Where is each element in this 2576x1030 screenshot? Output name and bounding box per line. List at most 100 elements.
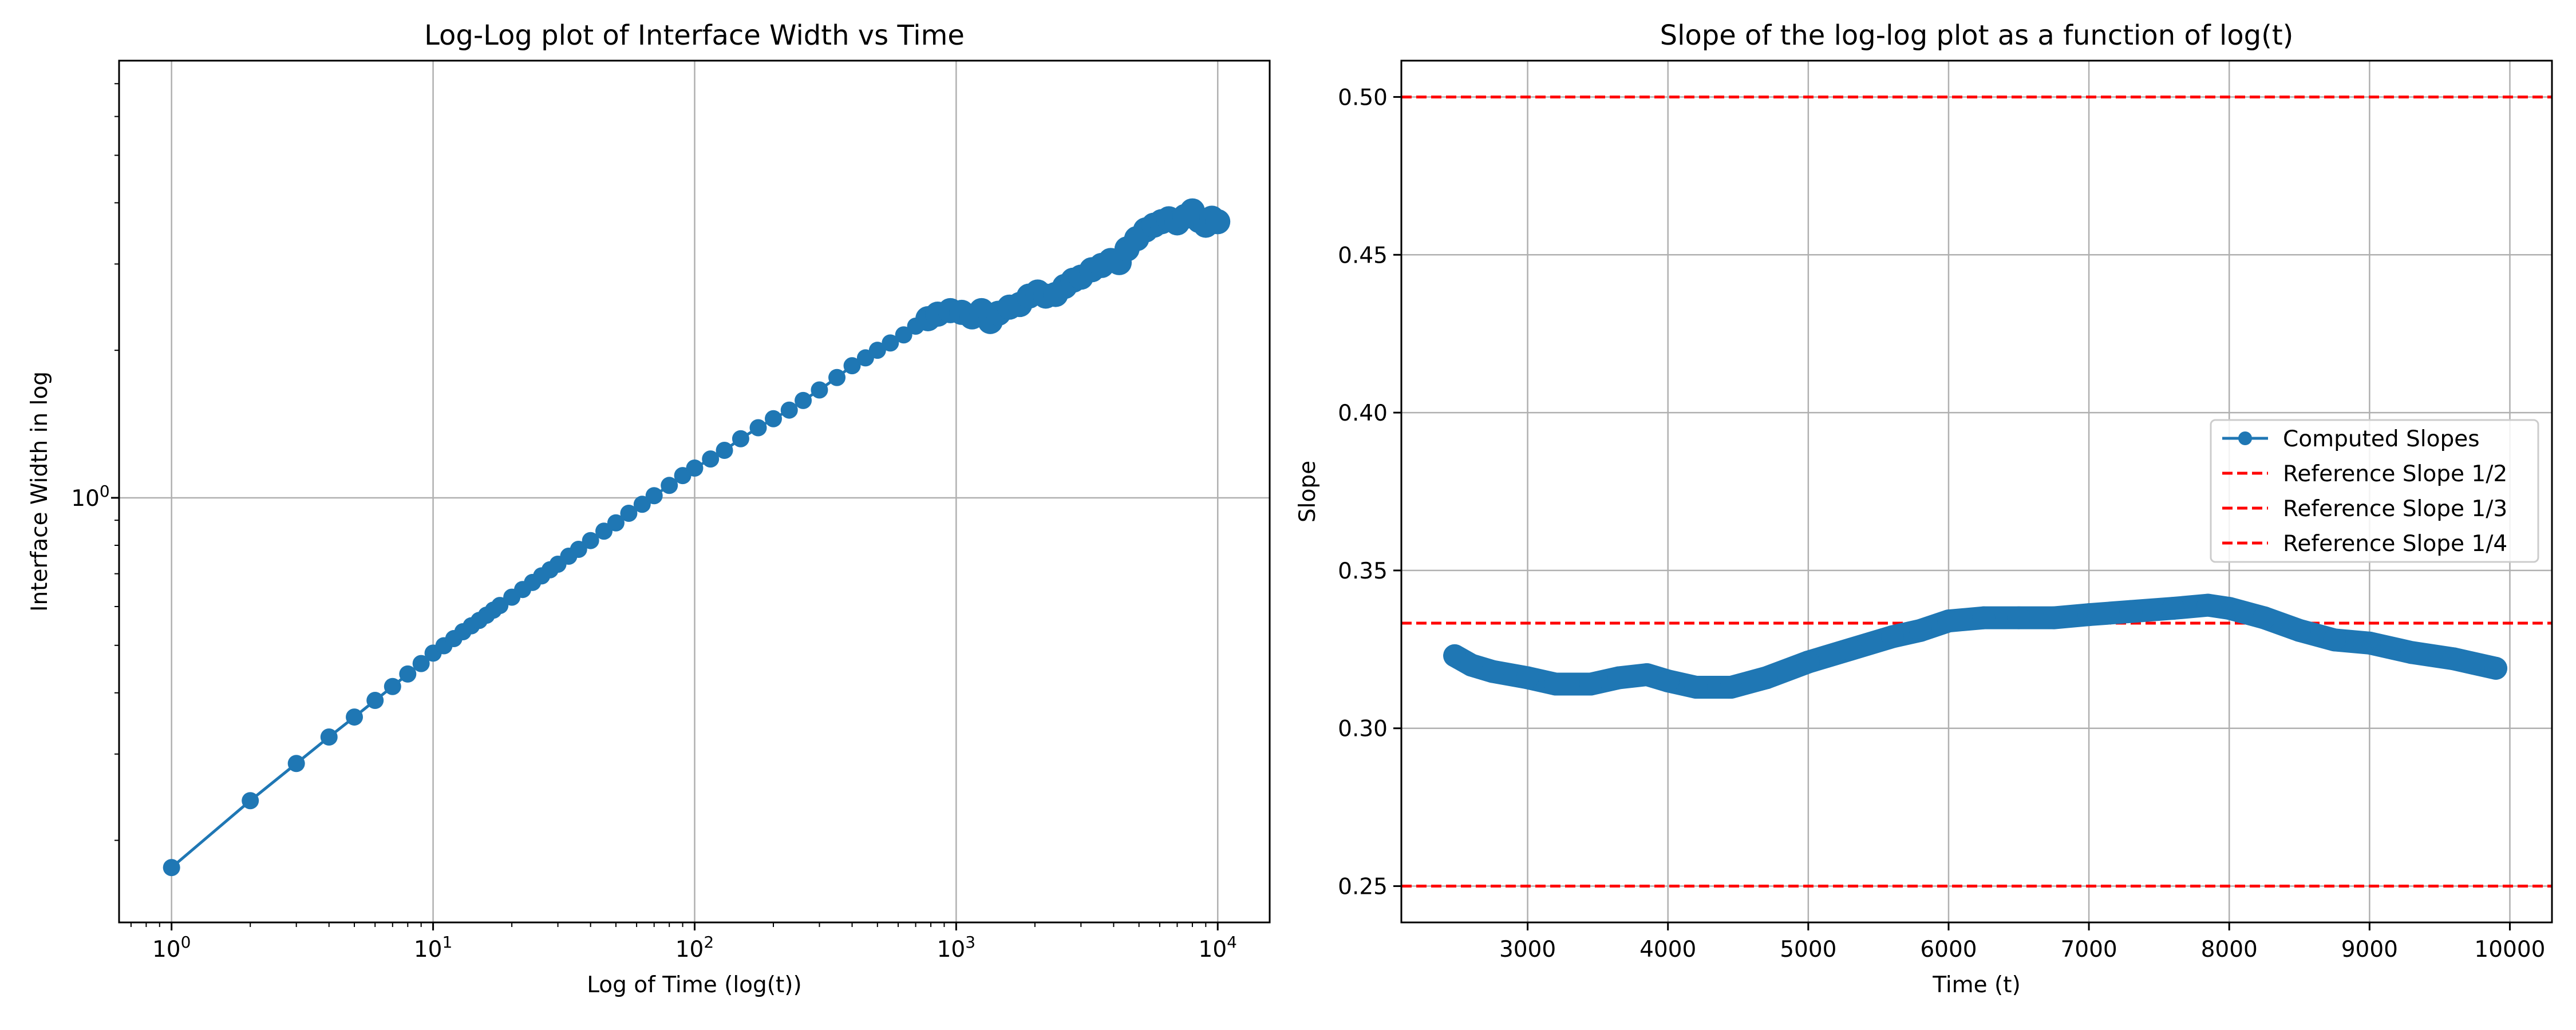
- slope-y-tick-label: 0.25: [1338, 874, 1388, 900]
- slope-data-point: [1796, 650, 1820, 674]
- loglog-data-point: [320, 728, 338, 746]
- loglog-data-point: [607, 514, 625, 532]
- loglog-data-point: [384, 678, 401, 695]
- loglog-series: [163, 198, 1231, 877]
- loglog-data-point: [764, 410, 782, 427]
- loglog-data-point: [399, 665, 417, 683]
- slope-data-point: [1880, 625, 1904, 648]
- loglog-ylabel: Interface Width in log: [27, 371, 53, 612]
- loglog-data-point: [702, 450, 720, 468]
- slope-data-point: [2218, 597, 2241, 620]
- slope-data-point: [2323, 628, 2346, 652]
- slope-title: Slope of the log-log plot as a function …: [1660, 19, 2294, 52]
- slope-y-tick-label: 0.30: [1338, 716, 1388, 742]
- slope-x-tick-label: 5000: [1780, 937, 1836, 962]
- slope-data-point: [1579, 672, 1602, 696]
- slope-data-point: [1635, 663, 1658, 686]
- slope-data-point: [2400, 641, 2423, 664]
- loglog-grid: [119, 61, 1270, 922]
- loglog-data-point: [163, 859, 180, 877]
- slope-ticks: 3000 4000 5000 6000 7000 8000 9000 10000 0.25 0.3…: [1338, 85, 2545, 962]
- slope-x-tick-label: 10000: [2474, 937, 2545, 962]
- slope-chart: 3000 4000 5000 6000 7000 8000 9000 10000 0.25 0.3…: [1295, 19, 2553, 998]
- legend-marker-computed: [2238, 431, 2252, 445]
- slope-data-point: [1839, 637, 1862, 661]
- slope-y-tick-label: 0.45: [1338, 243, 1388, 268]
- legend-label-ref-quarter: Reference Slope 1/4: [2283, 531, 2507, 557]
- loglog-data-point: [780, 401, 798, 419]
- loglog-data-point: [346, 708, 364, 726]
- slope-data-point: [1684, 676, 1708, 699]
- slope-data-point: [2253, 606, 2276, 629]
- loglog-data-point: [828, 369, 846, 386]
- slope-legend: Computed Slopes Reference Slope 1/2 Refe…: [2210, 419, 2539, 563]
- loglog-data-point: [595, 522, 613, 540]
- slope-data-point: [2162, 597, 2185, 620]
- loglog-data-point: [287, 755, 305, 772]
- loglog-data-point: [366, 692, 384, 710]
- slope-data-point: [2484, 656, 2507, 680]
- slope-data-point: [1937, 609, 1960, 633]
- loglog-data-point: [570, 541, 587, 558]
- loglog-data-point: [661, 477, 678, 494]
- slope-data-point: [1607, 666, 1630, 690]
- loglog-data-point: [645, 487, 663, 505]
- slope-data-point: [2196, 593, 2220, 617]
- slope-data-point: [1443, 644, 1467, 667]
- slope-data-point: [1720, 676, 1743, 699]
- loglog-data-point: [582, 532, 599, 549]
- loglog-data-point: [895, 326, 912, 344]
- loglog-data-point: [242, 792, 259, 810]
- slope-x-tick-label: 4000: [1639, 937, 1696, 962]
- slope-x-tick-label: 8000: [2201, 937, 2258, 962]
- loglog-xlabel: Log of Time (log(t)): [587, 972, 802, 998]
- slope-data-point: [1460, 653, 1483, 677]
- slope-ylabel: Slope: [1295, 461, 1321, 522]
- loglog-data-point: [882, 334, 899, 352]
- slope-data-point: [1755, 666, 1778, 690]
- loglog-title: Log-Log plot of Interface Width vs Time: [424, 19, 965, 52]
- slope-data-point: [2119, 600, 2143, 623]
- slope-data-point: [1656, 669, 1680, 692]
- loglog-data-point: [1205, 209, 1231, 235]
- slope-data-point: [2442, 647, 2466, 671]
- slope-data-point: [2042, 606, 2065, 629]
- loglog-data-point: [491, 597, 509, 615]
- legend-box: [2210, 419, 2539, 563]
- slope-x-tick-label: 3000: [1499, 937, 1556, 962]
- slope-data-point: [2077, 603, 2101, 627]
- slope-x-tick-label: 9000: [2341, 937, 2398, 962]
- legend-label-computed: Computed Slopes: [2283, 426, 2480, 452]
- loglog-data-point: [732, 430, 749, 447]
- slope-x-tick-label: 6000: [1920, 937, 1977, 962]
- loglog-data-point: [633, 496, 651, 513]
- slope-series: [1443, 593, 2507, 699]
- slope-data-point: [2007, 606, 2030, 629]
- slope-data-point: [1972, 606, 1996, 629]
- loglog-x-tick-label: 102: [675, 933, 714, 962]
- loglog-x-tick-label: 104: [1199, 933, 1237, 962]
- slope-data-point: [2287, 619, 2311, 642]
- loglog-data-point: [811, 381, 828, 399]
- loglog-data-point: [868, 342, 886, 359]
- loglog-data-point: [795, 391, 812, 409]
- loglog-data-point: [843, 357, 861, 375]
- slope-y-tick-label: 0.50: [1338, 85, 1388, 110]
- loglog-data-point: [412, 655, 430, 672]
- slope-plot-frame: [1400, 60, 2553, 924]
- slope-data-point: [1909, 619, 1932, 642]
- slope-data-point: [1544, 672, 1567, 696]
- loglog-data-point: [686, 459, 704, 477]
- slope-data-point: [1516, 666, 1539, 690]
- loglog-data-point: [749, 419, 767, 437]
- slope-xlabel: Time (t): [1932, 972, 2021, 998]
- loglog-data-point: [620, 504, 638, 522]
- legend-label-ref-half: Reference Slope 1/2: [2283, 461, 2507, 487]
- legend-label-ref-third: Reference Slope 1/3: [2283, 496, 2507, 522]
- slope-y-tick-label: 0.40: [1338, 401, 1388, 426]
- slope-data-point: [2358, 631, 2381, 655]
- loglog-data-point: [716, 441, 733, 459]
